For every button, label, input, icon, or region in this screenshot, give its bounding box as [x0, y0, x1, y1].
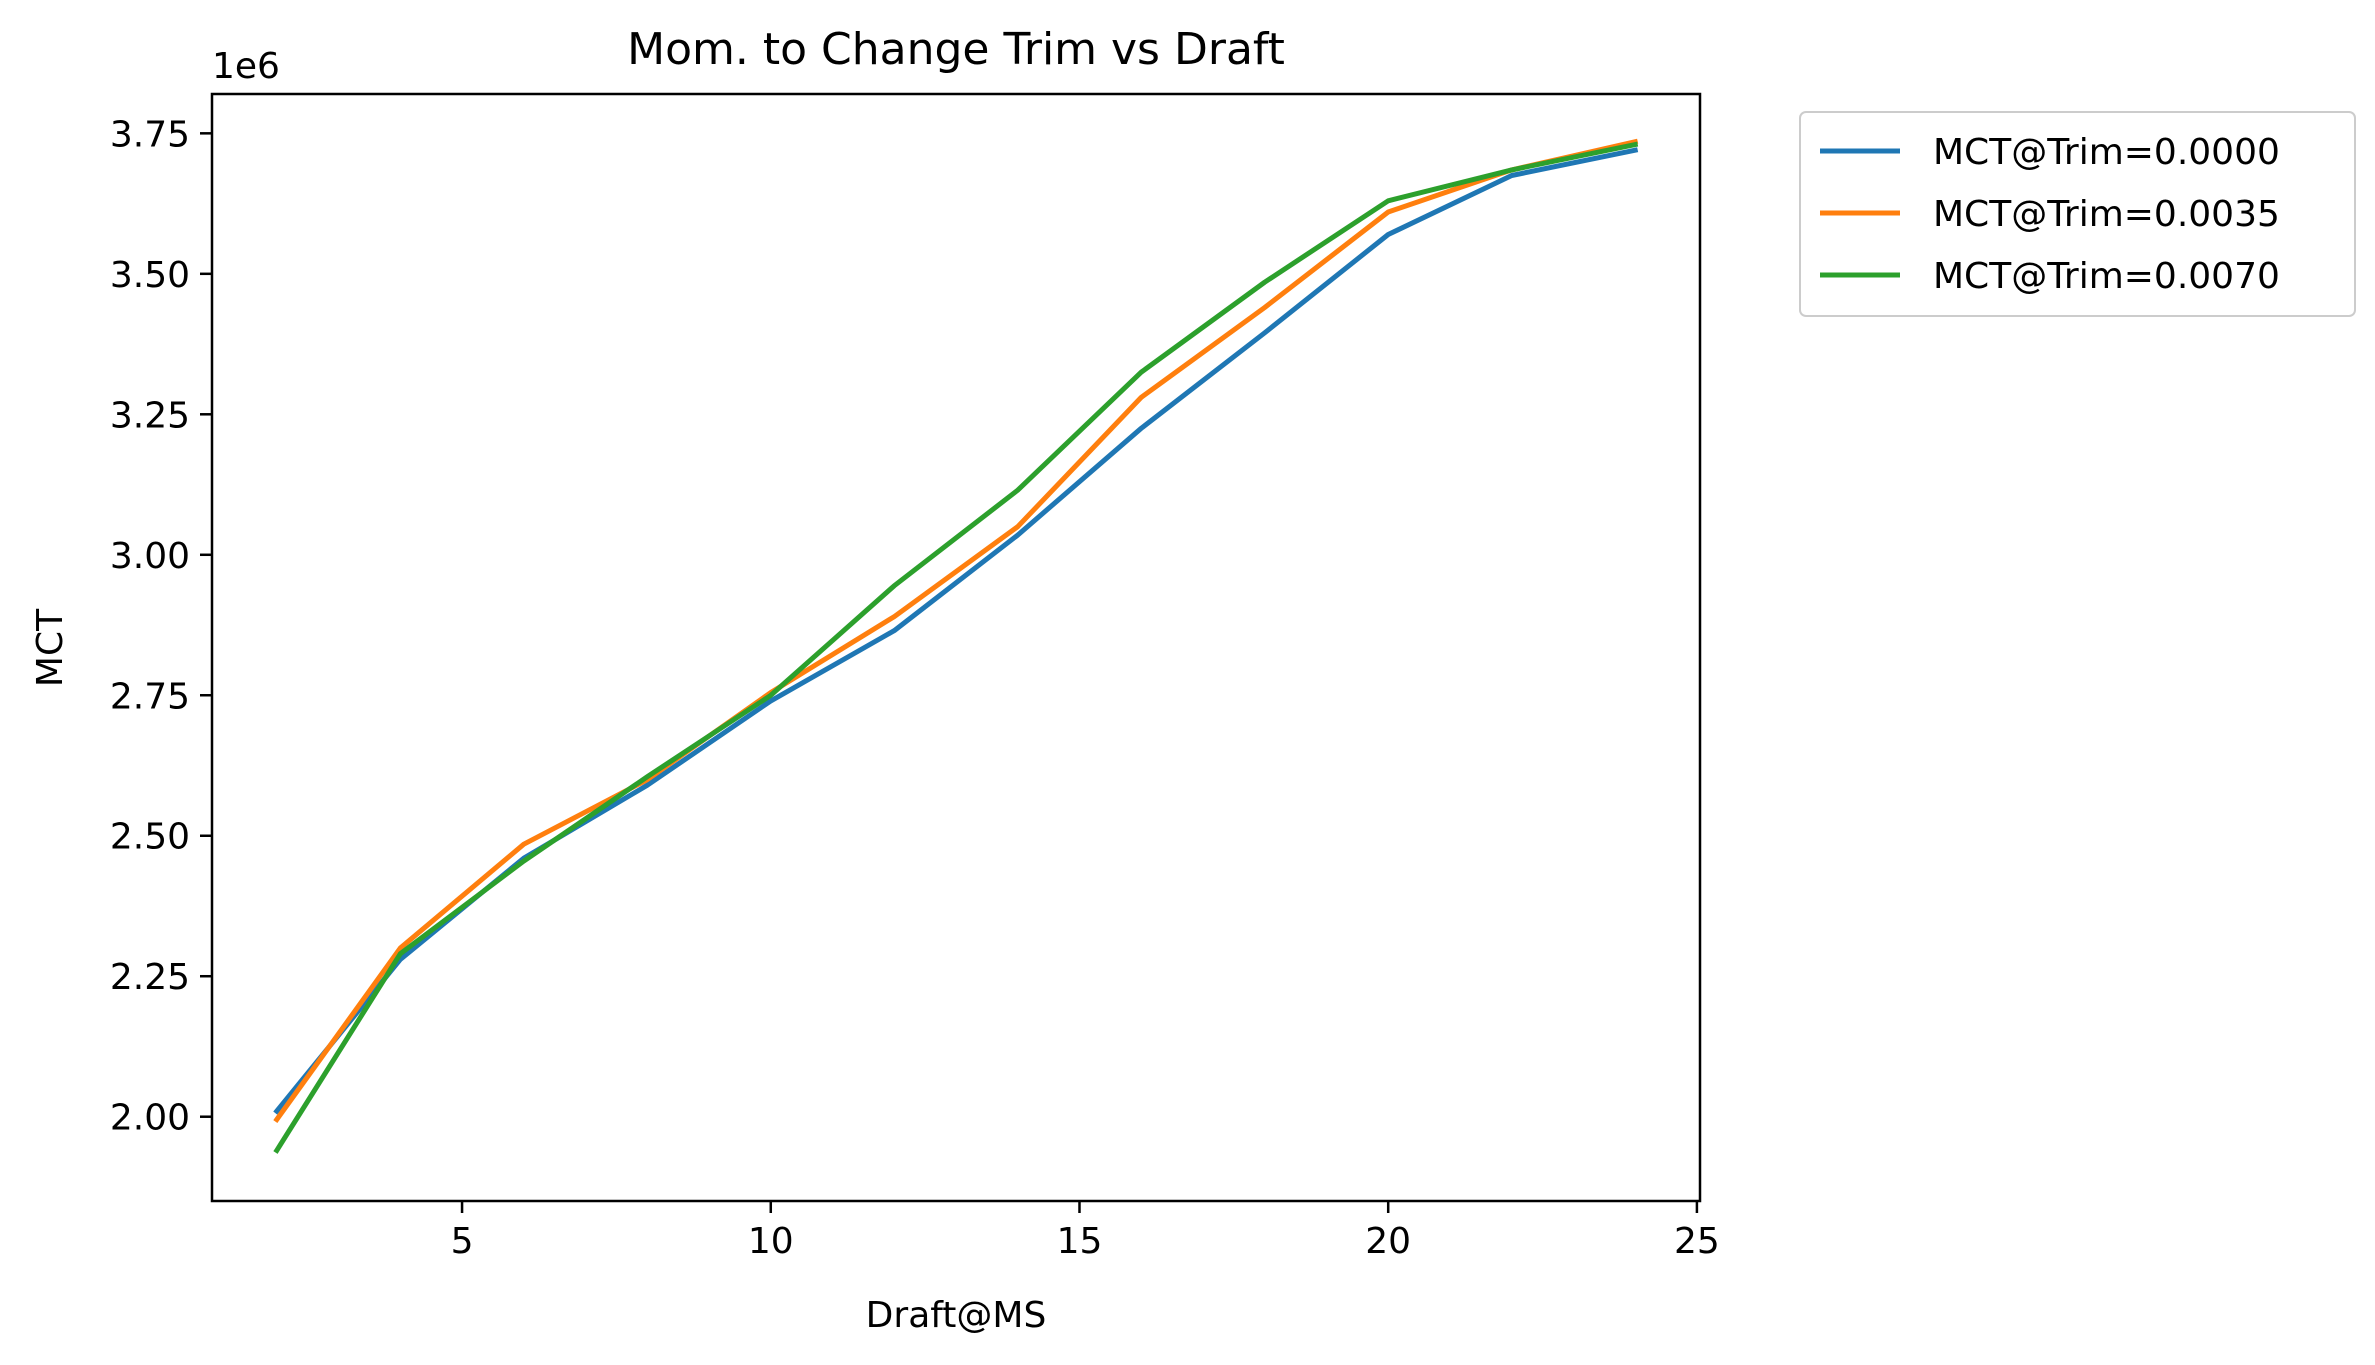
y-tick-label: 3.75: [110, 114, 190, 155]
y-axis-label: MCT: [30, 608, 71, 687]
y-tick-label: 2.25: [110, 957, 190, 998]
series-line-2: [273, 141, 1639, 1154]
y-axis: 2.00 2.25 2.50 2.75 3.00 3.25 3.50 3.75: [110, 114, 212, 1139]
legend: MCT@Trim=0.0000 MCT@Trim=0.0035 MCT@Trim=0…: [1799, 111, 2356, 317]
legend-label-2: MCT@Trim=0.0070: [1933, 256, 2280, 297]
plot-frame: [210, 92, 1702, 1203]
chart-title: Mom. to Change Trim vs Draft: [627, 24, 1285, 75]
x-tick-label: 5: [451, 1221, 474, 1262]
x-tick-label: 10: [748, 1221, 794, 1262]
x-axis-label: Draft@MS: [866, 1295, 1047, 1336]
legend-box: [1799, 111, 2356, 317]
y-tick-label: 3.25: [110, 395, 190, 436]
x-axis: 5 10 15 20 25: [451, 1201, 1720, 1262]
y-tick-label: 3.00: [110, 536, 190, 577]
y-tick-label: 3.50: [110, 255, 190, 296]
plot-lines: [273, 138, 1639, 1154]
y-tick-label: 2.00: [110, 1098, 190, 1139]
y-offset-label: 1e6: [212, 46, 280, 87]
x-tick-label: 25: [1674, 1221, 1720, 1262]
series-line-1: [273, 138, 1639, 1123]
legend-entries: MCT@Trim=0.0000 MCT@Trim=0.0035 MCT@Trim=0…: [1820, 132, 2280, 297]
x-tick-label: 15: [1057, 1221, 1103, 1262]
legend-label-0: MCT@Trim=0.0000: [1933, 132, 2280, 173]
x-tick-label: 20: [1365, 1221, 1411, 1262]
legend-label-1: MCT@Trim=0.0035: [1933, 194, 2280, 235]
y-tick-label: 2.50: [110, 817, 190, 858]
y-tick-label: 2.75: [110, 676, 190, 717]
